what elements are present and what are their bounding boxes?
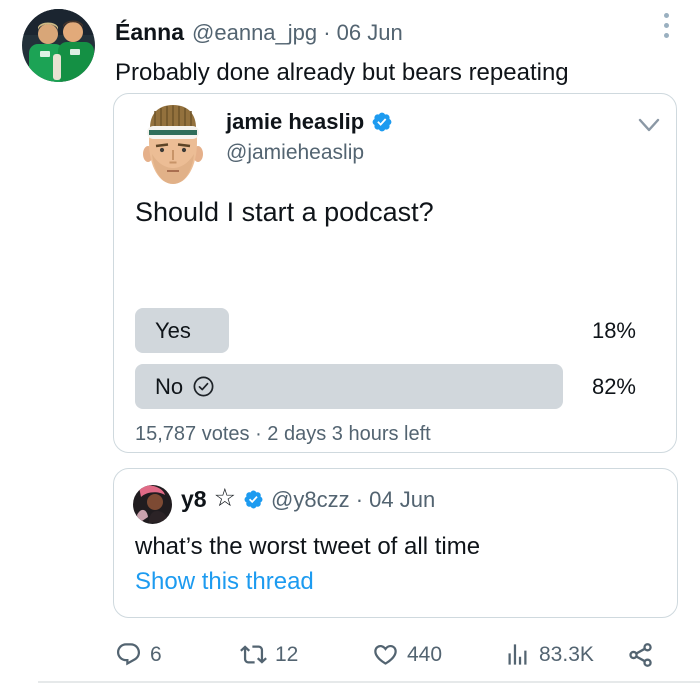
reply-button[interactable]: 6 <box>115 641 162 668</box>
poll-option-label: No <box>155 364 215 409</box>
like-count: 440 <box>407 643 443 666</box>
share-button[interactable] <box>627 641 655 669</box>
quoted-avatar <box>142 102 204 188</box>
poll: Yes 18% No 82% <box>135 308 657 420</box>
quoted-author-row: jamie heaslip <box>226 109 393 135</box>
poll-option-percent: 82% <box>591 373 636 399</box>
poll-option-percent: 18% <box>591 317 636 343</box>
avatar[interactable] <box>22 9 95 82</box>
poll-option-yes[interactable]: Yes 18% <box>135 308 657 353</box>
author-handle-date[interactable]: @eanna_jpg · 06 Jun <box>192 20 403 45</box>
inner-quoted-handle-date[interactable]: @y8czz · 04 Jun <box>271 486 436 512</box>
reply-icon <box>116 643 141 666</box>
show-thread-link[interactable]: Show this thread <box>135 568 314 595</box>
poll-meta: 15,787 votes · 2 days 3 hours left <box>135 423 431 445</box>
avatar-photo <box>22 9 95 82</box>
poll-option-label: Yes <box>155 317 191 343</box>
chevron-down-icon[interactable] <box>638 118 660 134</box>
author-name[interactable]: Éanna <box>115 19 185 45</box>
inner-quoted-author-row: y8 ☆ @y8czz · 04 Jun <box>181 486 435 513</box>
bottom-divider <box>38 681 700 683</box>
more-menu-icon[interactable] <box>659 13 673 38</box>
retweet-count: 12 <box>275 643 299 666</box>
star-glyph: ☆ <box>213 484 237 512</box>
retweet-button[interactable]: 12 <box>240 641 298 668</box>
inner-quoted-text: what’s the worst tweet of all time <box>135 533 481 560</box>
inner-quoted-tweet-card[interactable]: y8 ☆ @y8czz · 04 Jun what’s the worst tw… <box>113 468 678 618</box>
inner-quoted-author-name[interactable]: y8 <box>181 486 207 512</box>
quoted-author-name[interactable]: jamie heaslip <box>226 109 365 134</box>
tweet-header: Éanna @eanna_jpg · 06 Jun <box>115 19 403 46</box>
poll-question: Should I start a podcast? <box>135 197 434 227</box>
inner-quoted-avatar <box>133 485 172 524</box>
views-button[interactable]: 83.3K <box>504 641 594 668</box>
voted-check-icon <box>193 376 214 397</box>
headband-face-avatar <box>143 105 203 184</box>
analytics-bars-icon <box>508 644 527 665</box>
heart-icon <box>374 644 397 665</box>
poll-bar-no <box>135 364 563 409</box>
quoted-tweet-card[interactable]: jamie heaslip @jamieheaslip Should I sta… <box>113 93 677 453</box>
verified-badge-icon <box>244 490 263 509</box>
retweet-icon <box>240 645 267 664</box>
poll-option-no[interactable]: No 82% <box>135 364 657 409</box>
tweet-text: Probably done already but bears repeatin… <box>115 59 569 86</box>
quoted-author-handle[interactable]: @jamieheaslip <box>226 141 365 164</box>
verified-badge-icon <box>372 112 392 132</box>
like-button[interactable]: 440 <box>372 641 442 668</box>
poll-bar-yes <box>135 308 229 353</box>
view-count: 83.3K <box>539 643 594 666</box>
share-network-icon <box>629 643 652 667</box>
reply-count: 6 <box>150 643 162 666</box>
